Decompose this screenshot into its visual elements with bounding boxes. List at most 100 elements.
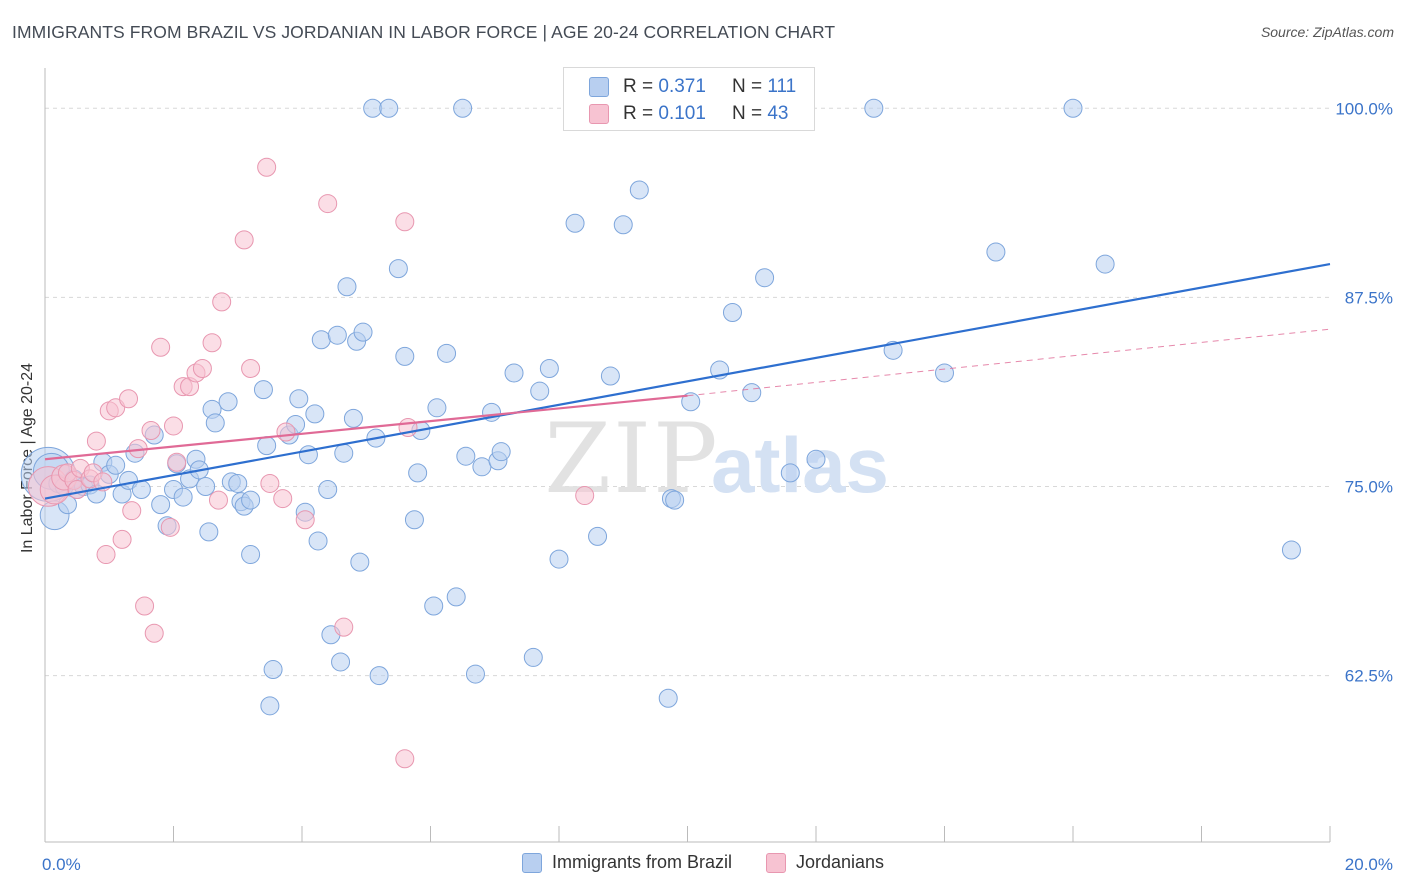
gridlines <box>45 107 1330 677</box>
legend-label-jordanian: Jordanians <box>795 852 885 872</box>
point-brazil <box>437 343 457 363</box>
legend-swatch-brazil <box>521 852 542 873</box>
point-brazil <box>353 322 373 342</box>
source-note: Source: ZipAtlas.com <box>1260 24 1394 40</box>
point-brazil <box>1095 254 1115 274</box>
correlation-legend: R = 0.371 N = 111 R = 0.101 N = 43 <box>563 67 815 131</box>
point-jordanian <box>122 501 142 521</box>
point-jordanian <box>141 420 161 440</box>
legend-n-label: N = <box>731 76 763 97</box>
point-brazil <box>780 463 800 483</box>
legend-row-brazil: R = 0.371 N = 111 <box>589 74 796 100</box>
legend-r-label: R = <box>623 76 654 97</box>
point-brazil <box>253 380 273 400</box>
point-brazil <box>600 366 620 386</box>
point-jordanian <box>160 517 180 537</box>
point-jordanian <box>164 416 183 436</box>
point-jordanian <box>395 749 415 769</box>
point-jordanian <box>241 358 261 378</box>
point-jordanian <box>135 596 155 616</box>
legend-label-brazil: Immigrants from Brazil <box>551 852 732 872</box>
point-brazil <box>491 442 511 462</box>
point-brazil <box>472 457 492 477</box>
point-jordanian <box>395 212 415 232</box>
point-brazil <box>658 688 678 708</box>
point-jordanian <box>212 292 232 312</box>
point-jordanian <box>276 422 296 442</box>
point-jordanian <box>318 194 338 214</box>
point-brazil <box>318 480 338 500</box>
x-tick-label: 20.0% <box>1345 855 1393 874</box>
point-brazil <box>241 490 261 510</box>
point-jordanian <box>234 230 254 250</box>
chart-title: IMMIGRANTS FROM BRAZIL VS JORDANIAN IN L… <box>12 22 836 42</box>
x-tick-label: 0.0% <box>42 855 81 874</box>
point-brazil <box>196 476 216 496</box>
legend-item-jordanian[interactable]: Jordanians <box>765 852 885 873</box>
point-brazil <box>504 363 524 383</box>
point-brazil <box>722 302 742 322</box>
point-jordanian <box>260 473 280 493</box>
point-brazil <box>363 98 383 118</box>
point-brazil <box>755 268 775 288</box>
point-jordanian <box>119 389 139 409</box>
point-jordanian <box>334 617 354 637</box>
point-brazil <box>395 346 415 366</box>
point-brazil <box>424 596 444 616</box>
point-brazil <box>456 446 476 466</box>
point-brazil <box>681 392 701 412</box>
y-tick-label: 75.0% <box>1345 477 1393 496</box>
point-brazil <box>864 98 884 118</box>
point-jordanian <box>106 398 126 418</box>
point-brazil <box>742 383 762 403</box>
point-jordanian <box>151 337 171 357</box>
point-brazil <box>228 473 248 493</box>
point-jordanian <box>208 490 228 510</box>
point-brazil <box>289 389 309 409</box>
point-brazil <box>1281 540 1301 560</box>
point-brazil <box>305 404 325 424</box>
point-brazil <box>199 522 219 542</box>
point-jordanian <box>192 358 212 378</box>
point-jordanian <box>112 529 132 549</box>
point-brazil <box>218 392 238 412</box>
y-tick-label: 100.0% <box>1335 99 1393 118</box>
point-brazil <box>665 490 685 510</box>
point-brazil <box>205 413 225 433</box>
trend-line-brazil <box>44 263 1331 500</box>
y-tick-label: 87.5% <box>1345 288 1393 307</box>
point-brazil <box>331 652 351 672</box>
point-brazil <box>539 358 559 378</box>
point-brazil <box>935 363 954 383</box>
point-brazil <box>388 259 408 279</box>
point-brazil <box>173 487 193 507</box>
point-brazil <box>523 647 543 667</box>
legend-swatch-jordanian <box>765 852 786 873</box>
point-brazil <box>257 436 277 456</box>
point-jordanian <box>167 452 187 472</box>
point-brazil <box>883 340 903 360</box>
point-jordanian <box>257 157 277 177</box>
point-jordanian <box>273 489 293 509</box>
point-brazil <box>1063 98 1083 118</box>
point-brazil <box>337 277 357 297</box>
point-brazil <box>350 552 370 572</box>
point-brazil <box>588 526 608 546</box>
series-legend: Immigrants from Brazil Jordanians <box>0 852 1406 873</box>
legend-r-value: 0.371 <box>658 76 706 97</box>
watermark-zip: ZIP <box>544 403 719 515</box>
point-brazil <box>565 213 585 233</box>
legend-row-jordanian: R = 0.101 N = 43 <box>589 101 788 127</box>
point-brazil <box>334 443 354 463</box>
point-brazil <box>427 398 447 418</box>
point-brazil <box>369 666 389 686</box>
trend-extension-jordanian <box>687 328 1331 397</box>
point-jordanian <box>144 623 164 643</box>
legend-item-brazil[interactable]: Immigrants from Brazil <box>521 852 732 873</box>
point-brazil <box>311 330 331 350</box>
legend-swatch-brazil <box>589 77 609 97</box>
point-brazil <box>379 98 399 118</box>
point-brazil <box>549 549 569 569</box>
trend-lines <box>44 263 1331 500</box>
